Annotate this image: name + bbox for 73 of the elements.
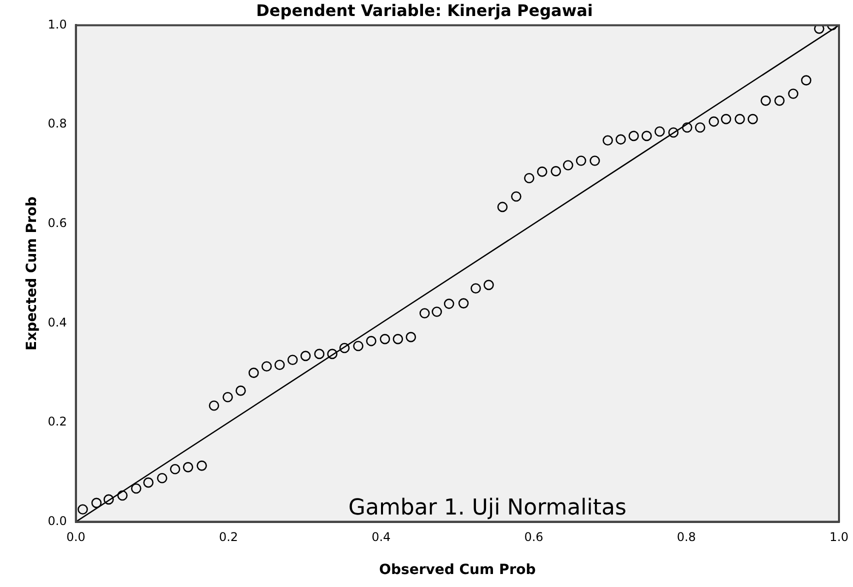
point (327, 348, 338, 360)
point (708, 116, 719, 127)
point (774, 96, 785, 106)
point (419, 308, 430, 318)
point (788, 88, 798, 99)
point (444, 298, 454, 309)
y-tick-label: 1.0 (48, 17, 67, 32)
point (550, 166, 562, 176)
point (78, 504, 88, 515)
point (590, 156, 600, 166)
annotation: Gambar 1. Uji Normalitas (348, 496, 626, 521)
point (300, 350, 311, 362)
point (170, 464, 180, 474)
point (208, 400, 220, 411)
point (182, 462, 194, 472)
x-tick-label: 0.0 (66, 530, 86, 544)
y-tick-label: 0.6 (48, 216, 67, 230)
point (720, 114, 732, 124)
point (511, 191, 522, 202)
point (682, 122, 692, 133)
x-tick-label: 0.6 (524, 530, 544, 544)
y-tick-label: 0.8 (48, 116, 67, 131)
point (470, 283, 481, 294)
point (156, 472, 168, 484)
point (143, 477, 154, 488)
point (748, 114, 758, 124)
x-tick-label: 0.8 (676, 530, 696, 544)
point (196, 460, 207, 471)
point (484, 280, 494, 290)
point (694, 122, 706, 133)
point (104, 494, 114, 505)
point (248, 368, 259, 378)
point (406, 332, 416, 342)
point (353, 340, 364, 352)
point (576, 156, 586, 166)
point (668, 127, 679, 138)
point (628, 130, 639, 142)
point (642, 130, 652, 142)
point (562, 160, 574, 170)
point (524, 173, 534, 184)
y-tick-label: 0.0 (48, 514, 67, 528)
point (654, 126, 665, 137)
x-tick-label: 1.0 (829, 530, 849, 544)
x-tick-label: 0.4 (372, 530, 391, 544)
point (380, 334, 390, 344)
point (366, 336, 376, 346)
point (392, 334, 404, 344)
point (458, 298, 469, 308)
point (236, 386, 246, 396)
x-tick-label: 0.2 (218, 530, 238, 544)
y-tick-label: 0.4 (48, 315, 67, 330)
point (222, 392, 233, 402)
chart-title: Dependent Variable: Kinerja Pegawai (256, 0, 593, 20)
point (537, 166, 548, 177)
point (287, 354, 298, 366)
x-axis-title: Observed Cum Prob (379, 562, 536, 578)
y-axis-title: Expected Cum Prob (24, 196, 40, 350)
point (814, 25, 824, 34)
point (91, 498, 102, 508)
point (801, 75, 812, 86)
point (602, 135, 613, 146)
point (497, 202, 508, 212)
point (262, 361, 272, 372)
point (117, 490, 128, 501)
point (274, 360, 285, 370)
point (734, 114, 745, 124)
point (314, 348, 324, 360)
point (616, 134, 626, 145)
point (339, 342, 350, 354)
y-tick-label: 0.2 (48, 414, 67, 429)
point (760, 96, 771, 106)
point (131, 483, 142, 494)
point (432, 306, 442, 317)
